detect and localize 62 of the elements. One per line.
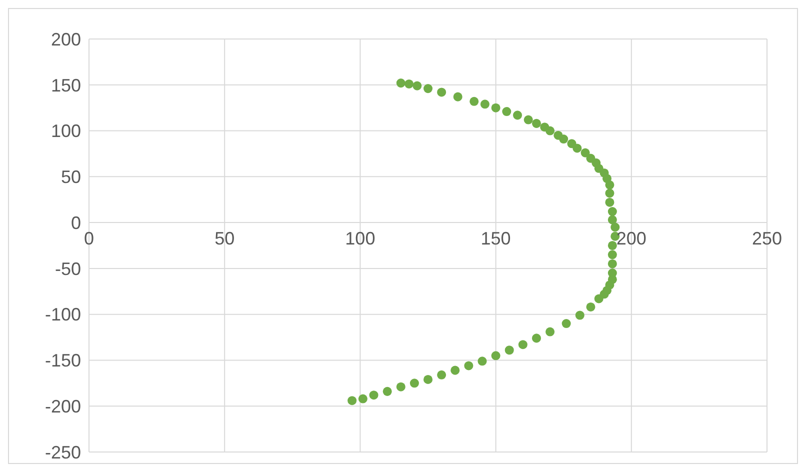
- x-tick-label: 150: [480, 228, 511, 249]
- point: [532, 334, 541, 343]
- point: [608, 215, 617, 224]
- point: [470, 96, 479, 106]
- y-tick-label: -50: [54, 258, 81, 279]
- point: [369, 390, 378, 400]
- y-tick-label: 100: [50, 121, 81, 142]
- x-tick-label: 0: [84, 228, 94, 249]
- point: [594, 294, 604, 304]
- y-tick-label: 0: [70, 212, 81, 233]
- y-tick-label: 200: [50, 29, 81, 50]
- point: [491, 351, 500, 360]
- point: [605, 188, 614, 198]
- point: [437, 370, 446, 380]
- point: [502, 107, 512, 116]
- point: [586, 302, 596, 312]
- point: [423, 84, 433, 94]
- point: [437, 88, 446, 97]
- x-tick-label: 50: [214, 228, 235, 249]
- y-tick-label: 150: [50, 75, 81, 96]
- point: [580, 148, 590, 158]
- y-tick-label: -250: [44, 442, 81, 462]
- point: [608, 250, 617, 260]
- point: [478, 356, 487, 366]
- y-tick-label: -100: [44, 304, 81, 325]
- point: [491, 103, 500, 112]
- point: [382, 386, 392, 396]
- point: [453, 92, 462, 102]
- point: [464, 361, 474, 370]
- point: [559, 134, 568, 144]
- x-tick-label: 200: [616, 228, 646, 249]
- point: [396, 78, 406, 88]
- point: [608, 259, 617, 268]
- point: [348, 396, 357, 406]
- point: [410, 378, 419, 388]
- y-tick-label: -200: [44, 396, 81, 416]
- point: [562, 319, 571, 328]
- point: [480, 100, 490, 109]
- x-tick-label: 100: [345, 228, 376, 249]
- point: [546, 327, 555, 336]
- point: [358, 394, 368, 404]
- point: [396, 382, 406, 392]
- point: [546, 126, 555, 136]
- point: [504, 346, 514, 355]
- y-tick-label: -150: [44, 350, 81, 371]
- x-tick-label: 250: [752, 228, 782, 249]
- point: [423, 374, 433, 384]
- point: [575, 310, 584, 320]
- point: [512, 110, 522, 120]
- point: [518, 340, 528, 350]
- point: [412, 81, 422, 90]
- y-tick-label: 50: [60, 167, 81, 188]
- point: [450, 366, 460, 375]
- point: [605, 198, 614, 207]
- point: [608, 207, 617, 216]
- point: [524, 115, 533, 124]
- point: [610, 222, 620, 232]
- point: [605, 180, 614, 190]
- point: [532, 118, 541, 128]
- point: [572, 144, 582, 153]
- point: [404, 79, 414, 88]
- point: [608, 240, 617, 250]
